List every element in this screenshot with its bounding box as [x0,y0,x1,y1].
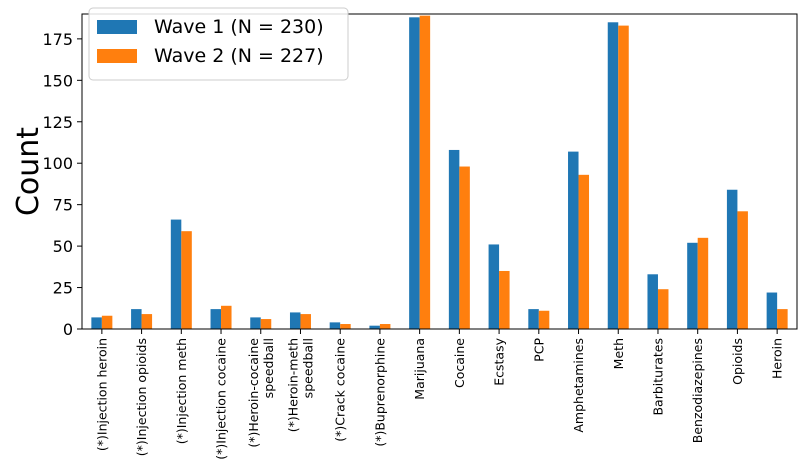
legend: Wave 1 (N = 230) Wave 2 (N = 227) [88,7,349,81]
bar-series-2-10 [499,270,510,329]
x-tick-label-5-line-2: speedball [300,338,315,398]
x-tick-label-15: Benzodiazepines [690,338,705,443]
bar-series-2-7 [379,324,391,329]
x-ticks-layer: (*)Injection heroin (*)Injection opioids (… [94,329,785,460]
bar-series-1-4 [250,317,261,329]
bar-series-1-6 [329,322,341,329]
legend-frame [88,7,349,81]
bar-series-2-0 [101,315,113,329]
y-tick-label-0: 0 [63,320,73,339]
x-tick-label-14: Barbiturates [650,338,665,416]
y-tick-label-2: 50 [53,237,73,256]
x-tick-label-3: (*)Injection cocaine [214,338,229,460]
bar-series-1-5 [289,312,301,329]
bars-layer [91,15,788,330]
x-tick-label-16: Opioids [730,338,745,385]
bar-series-1-0 [91,317,102,329]
bar-series-2-16 [737,211,748,329]
x-tick-label-13: Meth [611,338,626,369]
legend-label-2: Wave 2 (N = 227) [154,45,324,67]
bar-series-2-2 [181,231,192,329]
legend-swatch-1 [97,20,137,34]
bar-series-2-12 [578,174,590,329]
bar-series-2-9 [459,166,470,329]
x-tick-label-1: (*)Injection opioids [134,338,149,456]
y-tick-label-4: 100 [42,154,73,173]
y-tick-label-5: 125 [42,113,73,132]
bar-series-2-17 [777,309,788,329]
x-tick-label-11: PCP [531,338,546,362]
bar-series-1-2 [170,219,182,329]
bar-series-2-5 [300,314,311,329]
bar-series-2-14 [657,289,669,329]
bar-series-2-1 [141,314,153,329]
bar-series-2-8 [419,15,431,329]
bar-series-1-10 [488,244,500,329]
y-axis-title: Count [11,127,46,216]
bar-series-2-4 [260,319,272,329]
x-tick-label-2: (*)Injection meth [174,338,189,444]
x-tick-label-7: (*)Buprenorphine [372,338,387,447]
bar-series-1-14 [647,274,658,329]
y-ticks-layer: 0 25 50 75 100 125 150 175 [42,30,82,339]
x-tick-label-4-line-1: (*)Heroin-cocaine [246,338,261,448]
y-tick-label-6: 150 [42,71,73,90]
bar-series-1-16 [726,189,738,329]
bar-series-1-1 [131,309,142,329]
x-tick-label-0: (*)Injection heroin [94,338,109,451]
x-tick-label-17: Heroin [770,338,785,379]
legend-swatch-2 [97,49,137,63]
x-tick-label-9: Cocaine [452,338,467,388]
bar-series-1-12 [568,151,579,329]
x-tick-label-6: (*)Crack cocaine [333,338,348,442]
y-tick-label-1: 25 [53,279,73,298]
legend-label-1: Wave 1 (N = 230) [154,16,324,38]
x-tick-label-8: Marijuana [412,338,427,400]
y-tick-label-3: 75 [53,196,73,215]
bar-series-2-15 [697,237,709,329]
bar-series-2-11 [538,310,550,329]
bar-series-1-9 [448,149,460,329]
bar-series-1-17 [766,292,778,329]
bar-series-2-6 [340,324,351,329]
y-tick-label-7: 175 [42,30,73,49]
bar-series-1-13 [607,22,619,329]
bar-series-2-13 [618,25,629,330]
plot-frame [81,13,798,330]
axes-layer [81,13,798,330]
bar-series-1-7 [369,325,380,329]
bar-series-1-11 [528,309,539,329]
x-tick-label-4-line-2: speedball [261,338,276,398]
bar-series-1-8 [409,17,420,329]
x-tick-label-5-line-1: (*)Heroin-meth [285,338,300,432]
x-tick-label-10: Ecstasy [492,337,507,385]
x-tick-label-12: Amphetamines [571,338,586,433]
bar-series-2-3 [221,305,232,329]
bar-series-1-3 [210,309,222,329]
bar-series-1-15 [687,242,698,329]
